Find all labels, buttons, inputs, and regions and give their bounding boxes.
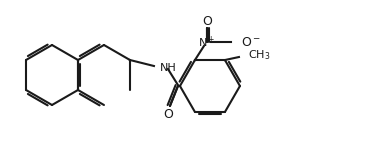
- Text: O$^-$: O$^-$: [241, 35, 261, 49]
- Text: O: O: [202, 15, 212, 28]
- Text: CH$_3$: CH$_3$: [248, 48, 270, 62]
- Text: NH: NH: [160, 63, 177, 73]
- Text: O: O: [163, 108, 173, 122]
- Text: N$^+$: N$^+$: [198, 34, 216, 50]
